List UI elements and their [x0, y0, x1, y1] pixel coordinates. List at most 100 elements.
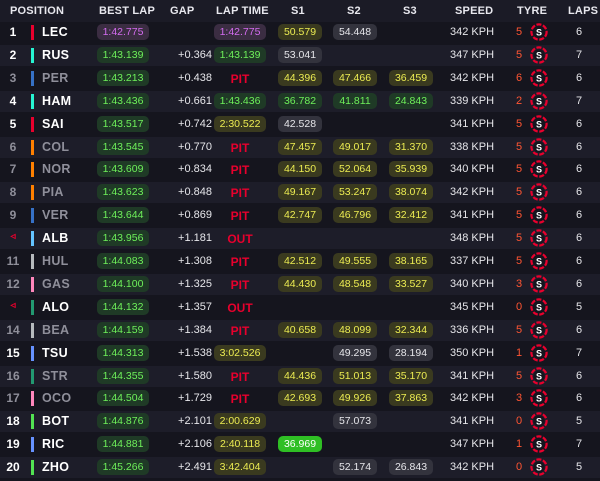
sector-1-time: 53.041 [278, 46, 322, 63]
gap-to-leader: +0.742 [178, 117, 212, 130]
team-color-bar [31, 299, 34, 315]
last-lap-time: 2:30.522 [214, 115, 266, 132]
soft-tyre-icon: S [530, 412, 548, 430]
sector-1-time: 42.693 [278, 390, 322, 407]
sector-2-time: 46.796 [333, 207, 377, 224]
row-position: 3 [9, 70, 17, 85]
soft-tyre-icon: S [530, 252, 548, 270]
sector-1-time: 44.396 [278, 69, 322, 86]
table-row[interactable]: 19 RIC 1:44.881 +2.106 2:40.118 36.969 347 KPH… [0, 434, 600, 456]
table-row[interactable]: 9 VER 1:43.644 +0.869 PIT 42.747 46.796 32.412 3… [0, 205, 600, 227]
sector-3-time: 38.165 [389, 253, 433, 269]
table-row[interactable]: 18 BOT 1:44.876 +2.101 2:00.629 57.073 341 KPH… [0, 411, 600, 433]
header-speed: SPEED [455, 5, 494, 17]
soft-tyre-icon: S [530, 320, 548, 339]
sector-2-time: 48.548 [333, 275, 377, 292]
soft-tyre-icon: S [530, 91, 548, 110]
laps-completed: 6 [576, 71, 583, 84]
driver-code: TSU [42, 345, 68, 360]
row-position: 7 [9, 162, 17, 177]
sector-2-time: 49.295 [333, 344, 377, 361]
team-color-bar [31, 345, 34, 361]
svg-text:S: S [536, 394, 542, 404]
table-row[interactable]: 17 OCO 1:44.504 +1.729 PIT 42.693 49.926 37.863… [0, 388, 600, 410]
table-row[interactable]: 12 GAS 1:44.100 +1.325 PIT 44.430 48.548 33.527… [0, 273, 600, 295]
driver-code: VER [42, 208, 69, 223]
table-row[interactable]: 11 HUL 1:44.083 +1.308 PIT 42.512 49.555 38.165… [0, 251, 600, 272]
team-color-bar [31, 47, 34, 63]
driver-code: RIC [42, 437, 65, 452]
sector-2-time: 51.013 [333, 367, 377, 384]
soft-tyre-icon: S [530, 114, 548, 133]
sector-2-time: 47.466 [333, 69, 377, 86]
sector-3-time: 31.370 [389, 138, 433, 155]
header-s2: S2 [347, 5, 361, 17]
driver-code: COL [42, 139, 70, 154]
table-row[interactable]: 16 STR 1:44.355 +1.580 PIT 44.436 51.013 35.170… [0, 365, 600, 387]
speed-value: 339 KPH [450, 94, 495, 107]
speed-value: 341 KPH [450, 209, 495, 222]
best-lap-time: 1:43.213 [97, 69, 149, 86]
team-color-bar [31, 368, 34, 384]
laps-completed: 6 [576, 163, 583, 176]
svg-text:S: S [536, 348, 542, 358]
table-row[interactable]: 15 TSU 1:44.313 +1.538 3:02.526 49.295 28.194 3… [0, 342, 600, 364]
table-row[interactable]: 1 LEC 1:42.775 1:42.775 50.579 54.448 342 KPH 5… [0, 22, 600, 43]
svg-text:S: S [536, 256, 542, 266]
row-position: 20 [6, 460, 20, 475]
soft-tyre-icon: S [530, 46, 548, 64]
table-row[interactable]: 7 NOR 1:43.609 +0.834 PIT 44.150 52.064 35.939 3… [0, 159, 600, 181]
tyre-age: 5 [516, 26, 523, 38]
sector-2-time: 49.017 [333, 138, 377, 155]
table-row[interactable]: 5 SAI 1:43.517 +0.742 2:30.522 42.528 341 KPH 5… [0, 113, 600, 135]
table-row[interactable]: ◃ ALB 1:43.956 +1.181 OUT 348 KPH 5 S 6 [0, 228, 600, 250]
row-position: 8 [9, 185, 17, 200]
status-label: PIT [230, 186, 250, 201]
sector-2-time: 48.099 [333, 321, 377, 338]
team-color-bar [31, 139, 34, 155]
row-position: 15 [6, 345, 20, 360]
row-position: 5 [9, 116, 17, 131]
table-row[interactable]: 2 RUS 1:43.139 +0.364 1:43.139 53.041 347 KPH 5… [0, 44, 600, 66]
last-lap-time: 2:00.629 [214, 413, 266, 430]
driver-code: NOR [42, 162, 71, 177]
soft-tyre-icon: S [530, 206, 548, 224]
table-row[interactable]: 4 HAM 1:43.436 +0.661 1:43.436 36.782 41.811 24… [0, 90, 600, 112]
sector-3-time: 28.194 [389, 344, 433, 361]
soft-tyre-icon: S [530, 275, 548, 293]
speed-value: 336 KPH [450, 323, 495, 336]
table-row[interactable]: 14 BEA 1:44.159 +1.384 PIT 40.658 48.099 32.344… [0, 319, 600, 341]
sector-2-time: 41.811 [333, 92, 377, 109]
table-row[interactable]: 6 COL 1:43.545 +0.770 PIT 47.457 49.017 31.370 3… [0, 136, 600, 158]
table-row[interactable]: 3 PER 1:43.213 +0.438 PIT 44.396 47.466 36.459 3… [0, 67, 600, 89]
team-color-bar [31, 162, 34, 178]
tyre-age: 6 [516, 71, 523, 84]
header-lap-time: LAP TIME [216, 5, 269, 17]
sector-1-time: 44.150 [278, 161, 322, 178]
speed-value: 342 KPH [450, 461, 495, 474]
team-color-bar [31, 276, 34, 292]
speed-value: 347 KPH [450, 438, 495, 451]
status-label: PIT [230, 71, 250, 86]
driver-code: HAM [42, 93, 72, 108]
svg-text:S: S [536, 50, 542, 60]
best-lap-time: 1:44.881 [97, 436, 149, 453]
soft-tyre-icon: S [530, 298, 548, 316]
team-color-bar [31, 414, 34, 430]
status-label: OUT [227, 300, 253, 315]
svg-text:S: S [536, 142, 542, 152]
sector-3-time: 26.843 [389, 459, 433, 476]
speed-value: 337 KPH [450, 255, 495, 267]
row-position: 6 [9, 139, 17, 154]
soft-tyre-icon: S [530, 160, 548, 179]
table-row[interactable]: 20 ZHO 1:45.266 +2.491 3:42.404 52.174 26.843 3… [0, 457, 600, 479]
header-best-lap: BEST LAP [99, 5, 155, 17]
table-row[interactable]: 8 PIA 1:43.623 +0.848 PIT 49.167 53.247 38.074 3… [0, 182, 600, 204]
status-label: PIT [230, 209, 250, 224]
tyre-age: 5 [516, 323, 523, 336]
driver-code: ALO [42, 299, 70, 314]
sector-3-time: 38.074 [389, 184, 433, 201]
table-row[interactable]: ◃ ALO 1:44.132 +1.357 OUT 345 KPH 0 S 5 [0, 296, 600, 318]
speed-value: 342 KPH [450, 186, 495, 199]
row-position: 16 [6, 368, 20, 383]
